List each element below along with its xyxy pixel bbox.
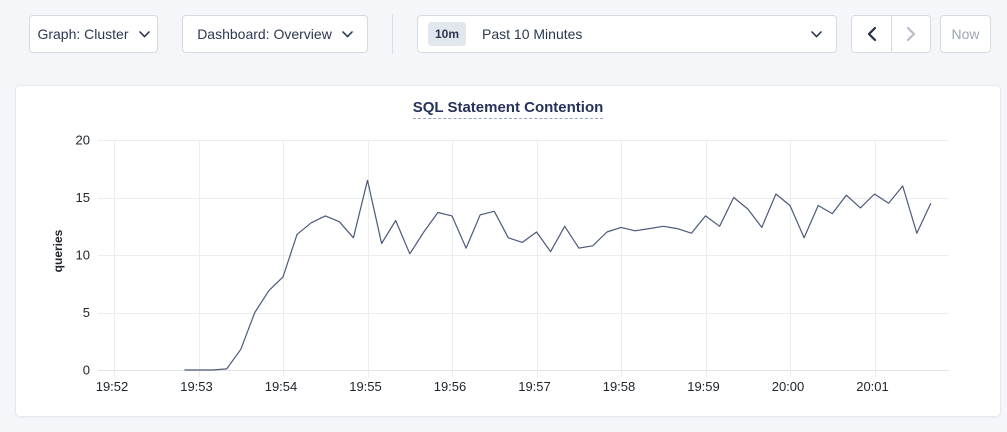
chart-title-row: SQL Statement Contention — [16, 99, 1000, 119]
x-tick-label: 19:54 — [265, 379, 298, 394]
previous-time-button[interactable] — [852, 16, 891, 52]
graph-dropdown[interactable]: Graph: Cluster — [29, 15, 158, 53]
x-tick-label: 19:58 — [603, 379, 636, 394]
series-line — [184, 179, 932, 371]
now-button[interactable]: Now — [940, 15, 991, 53]
time-range-dropdown[interactable]: 10m Past 10 Minutes — [417, 15, 837, 53]
x-tick-label: 20:01 — [856, 379, 889, 394]
chart-title[interactable]: SQL Statement Contention — [412, 99, 604, 119]
y-tick-label: 5 — [83, 305, 90, 320]
x-tick-label: 20:00 — [772, 379, 805, 394]
x-tick-label: 19:52 — [96, 379, 129, 394]
y-axis-label: queries — [51, 229, 65, 273]
chevron-down-icon — [811, 30, 822, 37]
x-tick-label: 19:55 — [349, 379, 382, 394]
y-tick-label: 0 — [83, 363, 90, 378]
x-tick-label: 19:53 — [180, 379, 213, 394]
y-tick-label: 15 — [76, 190, 90, 205]
toolbar-divider — [392, 14, 393, 54]
x-tick-label: 19:56 — [434, 379, 467, 394]
time-range-label: Past 10 Minutes — [482, 26, 583, 42]
graph-dropdown-label: Graph: Cluster — [37, 26, 129, 42]
dashboard-dropdown[interactable]: Dashboard: Overview — [182, 15, 368, 53]
chevron-left-icon — [867, 26, 876, 42]
x-tick-label: 19:57 — [518, 379, 551, 394]
chevron-right-icon — [906, 26, 916, 42]
y-tick-label: 10 — [76, 248, 90, 263]
x-tick-label: 19:59 — [687, 379, 720, 394]
chart-panel: SQL Statement Contention queries 0 5 10 15 2… — [15, 85, 1001, 417]
time-range-badge: 10m — [428, 22, 467, 46]
chevron-down-icon — [342, 30, 353, 37]
time-shift-button-group — [851, 15, 931, 53]
next-time-button[interactable] — [891, 16, 930, 52]
chevron-down-icon — [138, 30, 150, 37]
toolbar: Graph: Cluster Dashboard: Overview 10m P… — [0, 0, 1007, 54]
line-chart[interactable]: 0 5 10 15 20 19:52 19:53 19:54 19:55 19:56 19:57 19… — [16, 86, 1002, 418]
dashboard-dropdown-label: Dashboard: Overview — [197, 26, 332, 42]
y-tick-label: 20 — [76, 133, 90, 148]
